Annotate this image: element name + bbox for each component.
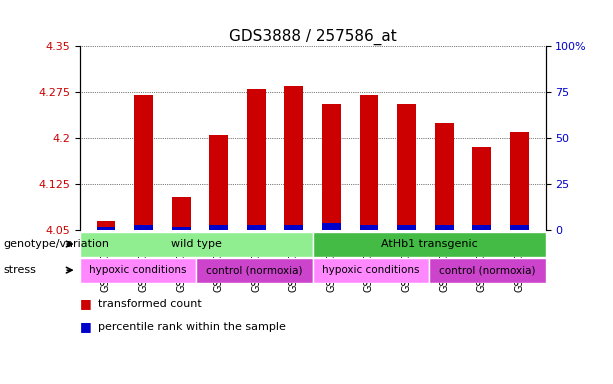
Bar — [510, 132, 528, 230]
Bar — [472, 147, 491, 230]
Text: ■: ■ — [80, 320, 91, 333]
Bar — [172, 227, 191, 230]
Text: hypoxic conditions: hypoxic conditions — [322, 265, 420, 275]
Bar — [80, 232, 313, 257]
Bar — [284, 225, 303, 230]
Bar — [247, 89, 265, 230]
Bar — [397, 225, 416, 230]
Bar — [472, 225, 491, 230]
Bar — [80, 258, 196, 283]
Bar — [172, 197, 191, 230]
Text: transformed count: transformed count — [98, 299, 202, 309]
Text: ■: ■ — [80, 297, 91, 310]
Bar — [134, 225, 153, 230]
Text: control (normoxia): control (normoxia) — [439, 265, 536, 275]
Bar — [97, 221, 115, 230]
Text: hypoxic conditions: hypoxic conditions — [89, 265, 187, 275]
Bar — [196, 258, 313, 283]
Bar — [429, 258, 546, 283]
Bar — [313, 232, 546, 257]
Bar — [322, 223, 341, 230]
Bar — [247, 225, 265, 230]
Bar — [360, 225, 378, 230]
Bar — [134, 95, 153, 230]
Bar — [97, 227, 115, 230]
Text: percentile rank within the sample: percentile rank within the sample — [98, 322, 286, 332]
Bar — [209, 135, 228, 230]
Bar — [510, 225, 528, 230]
Title: GDS3888 / 257586_at: GDS3888 / 257586_at — [229, 28, 397, 45]
Text: wild type: wild type — [171, 239, 221, 249]
Bar — [209, 225, 228, 230]
Bar — [360, 95, 378, 230]
Bar — [322, 104, 341, 230]
Text: genotype/variation: genotype/variation — [3, 239, 109, 249]
Bar — [435, 225, 454, 230]
Text: stress: stress — [3, 265, 36, 275]
Bar — [397, 104, 416, 230]
Bar — [313, 258, 429, 283]
Bar — [284, 86, 303, 230]
Text: control (normoxia): control (normoxia) — [206, 265, 303, 275]
Bar — [435, 123, 454, 230]
Text: AtHb1 transgenic: AtHb1 transgenic — [381, 239, 478, 249]
